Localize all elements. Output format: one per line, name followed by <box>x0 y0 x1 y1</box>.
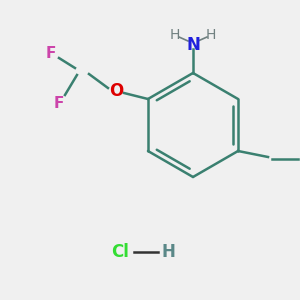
Text: H: H <box>170 28 180 42</box>
Text: F: F <box>54 95 64 110</box>
Text: Cl: Cl <box>111 243 129 261</box>
Text: F: F <box>46 46 56 61</box>
Text: H: H <box>206 28 216 42</box>
Text: N: N <box>186 36 200 54</box>
Text: H: H <box>161 243 175 261</box>
Text: O: O <box>109 82 123 100</box>
